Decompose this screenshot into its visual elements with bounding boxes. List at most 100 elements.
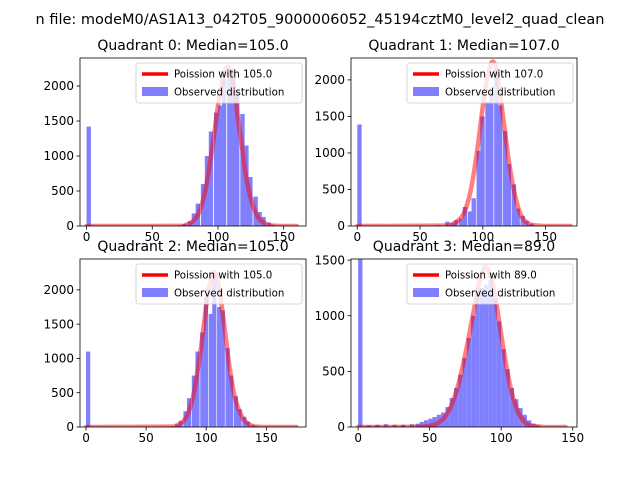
histogram-bar xyxy=(471,198,476,226)
legend-label-observed: Observed distribution xyxy=(445,289,555,300)
histogram-bar xyxy=(471,315,476,427)
x-tick-label: 0 xyxy=(354,431,362,445)
plot-area xyxy=(84,64,300,226)
y-tick-label: 1500 xyxy=(43,114,74,128)
y-tick-label: 500 xyxy=(322,183,345,197)
histogram-bar xyxy=(479,287,485,427)
histogram-bar xyxy=(484,284,489,427)
legend-label-fit: Poission with 89.0 xyxy=(445,271,537,282)
histogram-bar xyxy=(86,126,91,226)
y-tick-label: 1500 xyxy=(43,317,74,331)
y-tick-label: 1000 xyxy=(314,146,345,160)
histogram-bar xyxy=(485,101,490,226)
y-tick-label: 1500 xyxy=(314,253,345,267)
histogram-bar xyxy=(217,307,222,427)
x-tick-label: 100 xyxy=(490,431,513,445)
histogram-bar xyxy=(221,79,227,226)
histogram-bar xyxy=(432,416,437,427)
subplot-title: Quadrant 2: Median=105.0 xyxy=(97,239,288,255)
axes-frame xyxy=(350,258,578,428)
histogram-bar xyxy=(237,409,242,427)
plot-area xyxy=(83,270,299,427)
histogram-bar xyxy=(449,398,454,427)
legend-box xyxy=(135,263,303,305)
histogram-bar xyxy=(231,68,236,226)
legend: Poission with 105.0 Observed distribution xyxy=(135,263,303,305)
x-tick-label: 150 xyxy=(255,431,278,445)
legend-label-fit: Poission with 107.0 xyxy=(445,70,543,81)
x-tick-label: 100 xyxy=(195,431,218,445)
histogram-bar xyxy=(467,211,473,226)
x-tick-label: 0 xyxy=(82,431,90,445)
subplot-title: Quadrant 0: Median=105.0 xyxy=(97,38,288,54)
histogram-bar xyxy=(358,259,363,427)
histogram-bar xyxy=(233,396,239,427)
histogram-bar xyxy=(423,420,429,427)
axes-frame xyxy=(79,57,307,227)
histogram-bar xyxy=(476,150,481,226)
histogram-bar xyxy=(214,112,219,226)
histogram-bar xyxy=(208,313,213,427)
histogram-bar xyxy=(229,375,234,427)
histogram-bar xyxy=(203,296,209,427)
x-tick-label: 0 xyxy=(353,230,361,244)
legend-patch-swatch xyxy=(142,288,168,297)
axes-frame xyxy=(350,57,578,227)
x-tick-label: 50 xyxy=(145,230,160,244)
x-tick-label: 100 xyxy=(471,230,494,244)
x-tick-label: 100 xyxy=(207,230,230,244)
y-tick-label: 0 xyxy=(66,219,74,233)
histogram-bar xyxy=(462,207,468,226)
histogram-bar xyxy=(220,310,225,427)
histogram-bar xyxy=(502,131,508,226)
legend-box xyxy=(406,62,574,104)
histogram-bar xyxy=(225,348,230,427)
poisson-fit-line xyxy=(355,59,573,226)
histogram-bar xyxy=(212,272,217,427)
figure-suptitle: n file: modeM0/AS1A13_042T05_9000006052_… xyxy=(36,12,605,28)
x-tick-label: 50 xyxy=(138,431,153,445)
histogram-bar xyxy=(195,351,200,427)
legend-patch-swatch xyxy=(142,87,168,96)
legend-label-fit: Poission with 105.0 xyxy=(174,70,272,81)
histogram-bar xyxy=(357,124,362,226)
legend: Poission with 107.0 Observed distribution xyxy=(406,62,574,104)
histogram-bar xyxy=(480,116,485,226)
x-tick-label: 0 xyxy=(83,230,91,244)
y-tick-label: 2000 xyxy=(43,79,74,93)
x-tick-label: 50 xyxy=(422,431,437,445)
y-tick-label: 0 xyxy=(337,420,345,434)
legend-label-observed: Observed distribution xyxy=(174,88,284,99)
subplot-title: Quadrant 1: Median=107.0 xyxy=(368,38,559,54)
histogram-bar xyxy=(511,184,517,226)
histogram-bar xyxy=(496,321,502,427)
histogram-bar xyxy=(466,337,472,427)
legend-patch-swatch xyxy=(413,87,439,96)
histogram-bar xyxy=(227,69,232,226)
legend-patch-swatch xyxy=(413,288,439,297)
histogram-bar xyxy=(453,388,459,427)
x-tick-label: 150 xyxy=(272,230,295,244)
histogram-bar xyxy=(506,163,512,226)
histogram-bar xyxy=(217,105,223,226)
histogram-bar xyxy=(200,332,205,427)
histogram-bar xyxy=(235,89,240,226)
histogram-bar xyxy=(488,280,493,427)
histogram-bar xyxy=(494,68,499,226)
y-tick-label: 1000 xyxy=(43,149,74,163)
histogram-bar xyxy=(428,418,433,427)
x-tick-label: 50 xyxy=(412,230,427,244)
plot-area xyxy=(355,59,573,226)
axes-frame xyxy=(79,258,307,428)
histogram-bar xyxy=(505,369,510,427)
histogram-bar xyxy=(208,131,214,226)
legend-label-observed: Observed distribution xyxy=(174,289,284,300)
histogram-bar xyxy=(492,299,497,427)
histogram-bar xyxy=(501,349,506,427)
legend-label-fit: Poission with 105.0 xyxy=(174,271,272,282)
y-tick-label: 500 xyxy=(51,386,74,400)
y-tick-label: 0 xyxy=(66,420,74,434)
